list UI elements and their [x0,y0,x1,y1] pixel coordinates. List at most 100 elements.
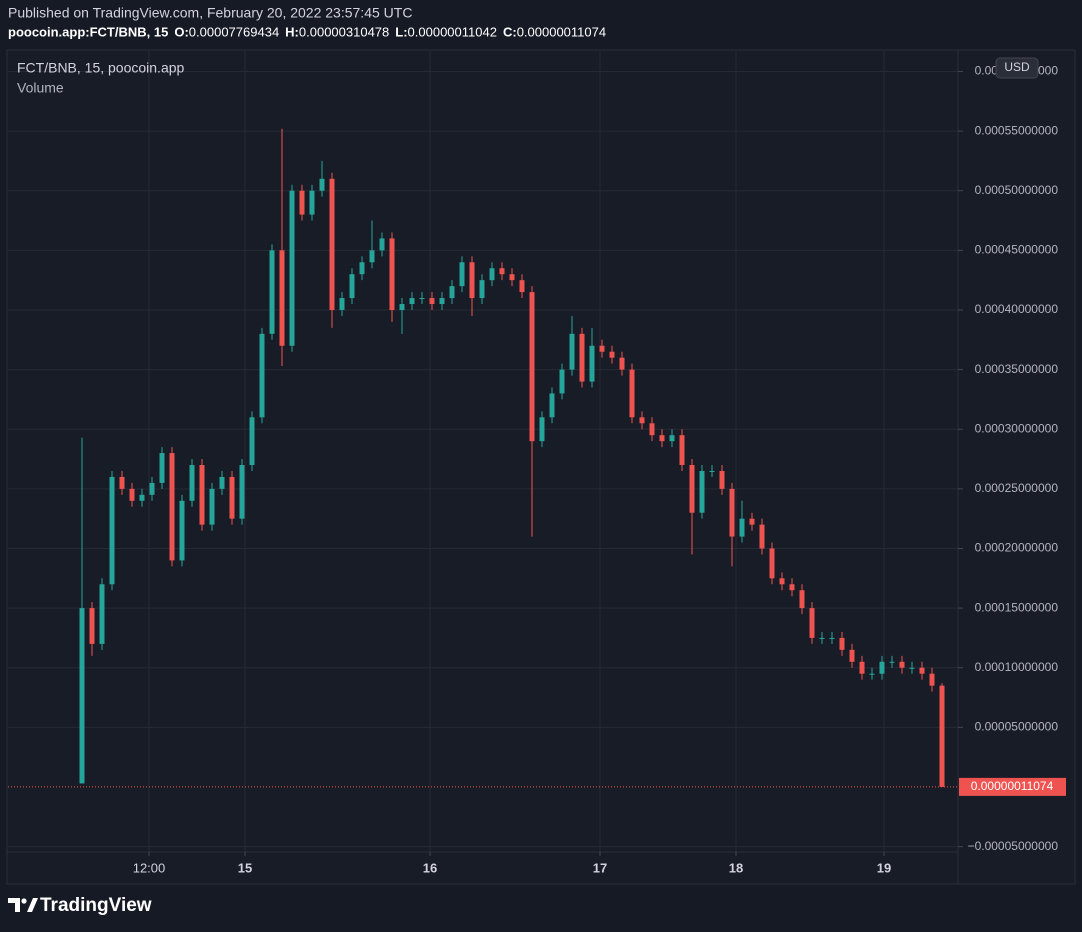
grid [8,50,958,852]
candle-body [189,465,195,501]
candle-body [939,685,945,787]
candle-body [99,584,105,644]
candle-body [899,661,905,668]
candle-body [439,298,445,305]
candle-body [369,250,375,263]
candle-body [309,190,315,215]
candle-body [279,250,285,346]
brand: TradingView [40,895,152,916]
logo-mark [27,898,38,912]
ohlc-key: O: [174,24,188,39]
candle-body [679,435,685,466]
candle-body [619,357,625,370]
candle-body [839,637,845,650]
symbol: poocoin.app:FCT/BNB, 15 [8,24,168,39]
y-tick-label: 0.00045000000 [975,243,1059,257]
candle-body [109,476,115,585]
candle-body [129,488,135,501]
candle-body [229,476,235,519]
candle-body [589,345,595,382]
last-price-label: 0.00000011074 [971,779,1054,793]
candle-body [549,393,555,418]
candle-body [849,649,855,662]
x-tick-label: 12:00 [133,860,166,875]
candle-body [829,637,835,639]
candle-body [479,280,485,299]
candle-body [249,417,255,466]
candle-body [889,661,895,663]
x-tick-label: 19 [877,860,891,875]
candle-body [609,351,615,358]
ohlc-key: L: [395,24,407,39]
candle-body [669,435,675,442]
candle-body [219,476,225,489]
candle-body [429,298,435,305]
candles [8,128,958,788]
last-price-badge [959,777,1066,796]
candle-body [699,470,705,513]
logo-mark [21,898,27,904]
candle-body [179,500,185,561]
candle-body [739,518,745,537]
published-line: Published on TradingView.com, February 2… [8,5,412,21]
candle-body [599,345,605,352]
candle-body [719,470,725,489]
ohlc-value: 0.00000011074 [517,24,606,39]
logo-mark [8,898,20,912]
candle-body [649,423,655,436]
ohlc-value: 0.00007769434 [189,24,279,39]
candle-body [169,453,175,561]
candle-body [819,637,825,639]
candle-body [749,518,755,525]
candle-body [789,584,795,591]
candle-body [559,369,565,394]
candle-body [209,488,215,525]
candle-body [709,470,715,472]
ohlc-value: 0.00000011042 [408,24,497,39]
ohlc-value: 0.00000310478 [299,24,389,39]
y-tick-label: 0.00015000000 [975,600,1059,614]
candle-body [489,268,495,281]
currency-badge[interactable] [995,57,1039,79]
candle-body [329,178,335,310]
tradingview-logo: TradingView [8,895,152,916]
y-tick-label: −0.00005000000 [968,839,1059,853]
candle-body [499,268,505,275]
candle-body [509,274,515,281]
y-tick-label: 0.00005000000 [975,720,1059,734]
candle-body [579,333,585,382]
candle-body [799,590,805,609]
y-tick-label: 0.00035000000 [975,362,1059,376]
candle-body [569,333,575,370]
candle-body [139,494,145,501]
candle-body [419,298,425,300]
candle-body [379,238,385,251]
candle-body [269,250,275,334]
y-tick-label: 0.00010000000 [975,660,1059,674]
candle-body [259,333,265,418]
candle-body [299,190,305,215]
x-tick-label: 15 [238,860,252,875]
candle-body [339,298,345,310]
candle-body [199,465,205,525]
candle-body [359,262,365,275]
ohlc-key: H: [285,24,299,39]
chart-panel [6,49,1076,885]
candle-body [349,274,355,299]
ohlc-line: poocoin.app:FCT/BNB, 15 O: 0.00007769434 H… [8,24,606,39]
candle-body [149,482,155,495]
candle-body [89,608,95,644]
candle-body [729,488,735,537]
candle-body [159,453,165,483]
candle-body [879,661,885,674]
candle-body [809,608,815,638]
candle-body [239,465,245,519]
candle-body [519,280,525,293]
currency-label[interactable]: USD [1004,60,1030,74]
y-tick-label: 0.00040000000 [975,302,1059,316]
y-tick-label: 0.00025000000 [975,481,1059,495]
candle-body [629,369,635,418]
candle-body [659,435,665,442]
x-tick-label: 18 [729,860,743,875]
